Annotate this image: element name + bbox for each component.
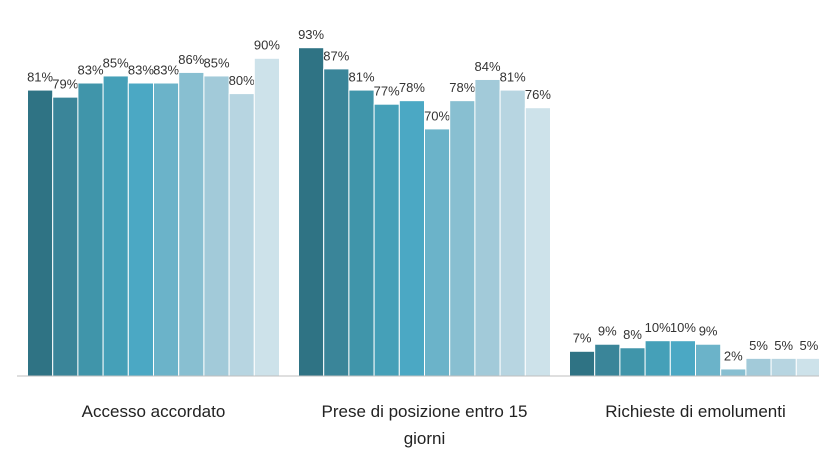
bar	[474, 78, 501, 377]
value-label: 84%	[474, 59, 500, 74]
value-label: 81%	[348, 70, 374, 85]
bar	[348, 89, 375, 377]
value-label: 78%	[449, 80, 475, 95]
bar	[745, 357, 772, 377]
value-label: 83%	[153, 62, 179, 77]
bar	[695, 343, 722, 377]
bar	[102, 75, 129, 377]
value-label: 10%	[670, 320, 696, 335]
bar	[720, 368, 747, 377]
bar	[619, 347, 646, 377]
value-label: 81%	[500, 70, 526, 85]
bar	[27, 89, 54, 377]
bar	[594, 343, 621, 377]
bar	[424, 128, 451, 377]
bar	[77, 82, 104, 377]
value-label: 85%	[103, 55, 129, 70]
bar	[203, 75, 230, 377]
value-label: 5%	[749, 338, 768, 353]
bar	[373, 103, 400, 377]
value-label: 70%	[424, 108, 450, 123]
bar	[569, 350, 596, 377]
value-label: 76%	[525, 87, 551, 102]
value-label: 9%	[699, 324, 718, 339]
value-label: 93%	[298, 27, 324, 42]
value-label: 77%	[374, 84, 400, 99]
value-label: 85%	[203, 55, 229, 70]
bar	[524, 107, 551, 377]
bar	[178, 71, 205, 377]
value-label: 2%	[724, 348, 743, 363]
bar	[153, 82, 180, 377]
value-label: 7%	[573, 331, 592, 346]
value-label: 78%	[399, 80, 425, 95]
bar	[669, 340, 696, 377]
value-label: 79%	[52, 77, 78, 92]
value-label: 87%	[323, 48, 349, 63]
bar	[253, 57, 281, 377]
x-tick-label: Accesso accordato	[81, 402, 226, 421]
value-label: 86%	[178, 52, 204, 67]
x-tick-label: Richieste di emolumenti	[605, 402, 786, 421]
bar	[298, 47, 325, 377]
value-label: 5%	[774, 338, 793, 353]
bar	[644, 340, 671, 377]
value-label: 10%	[645, 320, 671, 335]
value-label: 80%	[229, 73, 255, 88]
bar	[52, 96, 79, 377]
value-label: 9%	[598, 324, 617, 339]
value-label: 5%	[800, 338, 819, 353]
bar	[499, 89, 526, 377]
x-tick-label: Prese di posizione entro 15 giorni	[321, 402, 528, 448]
bar	[770, 357, 797, 377]
value-label: 81%	[27, 70, 53, 85]
bar	[795, 357, 819, 377]
bar	[323, 68, 350, 377]
bar	[449, 100, 476, 377]
value-label: 83%	[77, 62, 103, 77]
value-label: 90%	[254, 38, 280, 53]
bar	[127, 82, 155, 377]
bar	[228, 93, 255, 377]
value-label: 83%	[128, 62, 154, 77]
value-label: 8%	[623, 327, 642, 342]
bar	[398, 100, 425, 377]
